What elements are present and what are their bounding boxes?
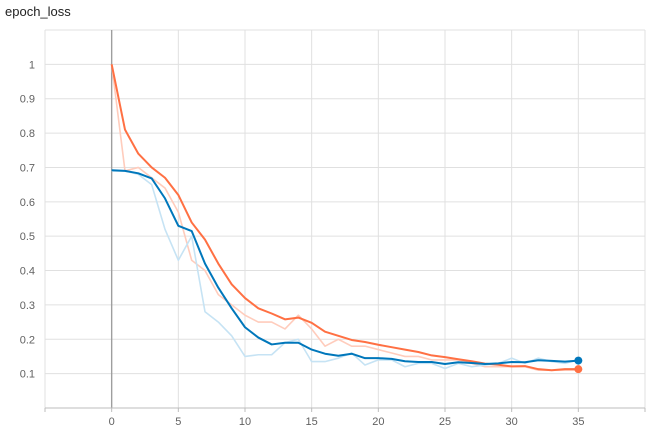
- series-raw-line-0: [110, 64, 579, 371]
- chart-title: epoch_loss: [5, 4, 71, 19]
- x-tick-label: 35: [572, 416, 584, 428]
- x-tick-label: 10: [239, 416, 251, 428]
- series: [110, 64, 583, 374]
- series-line-0: [110, 64, 579, 372]
- grid: [44, 29, 646, 408]
- x-tick-label: 20: [372, 416, 384, 428]
- series-end-point-0: [574, 365, 583, 374]
- y-tick-label: 0.7: [20, 162, 35, 174]
- y-tick-label: 0.9: [20, 94, 35, 106]
- y-tick-label: 0.5: [20, 231, 35, 243]
- x-tick-label: 30: [506, 416, 518, 428]
- y-tick-label: 0.3: [20, 300, 35, 312]
- x-tick-label: 25: [439, 416, 451, 428]
- y-tick-label: 0.1: [20, 369, 35, 381]
- x-tick-label: 15: [306, 416, 318, 428]
- y-tick-label: 1: [29, 59, 35, 71]
- x-tick-label: 0: [109, 416, 115, 428]
- tick-labels: 0 5 10 15 20 25 30 35 0.1 0.2 0.3 0.4 0.5 0.6 0.7 0.8 0.…: [20, 59, 585, 428]
- y-tick-label: 0.4: [20, 266, 35, 278]
- series-end-point-1: [574, 356, 583, 365]
- y-tick-label: 0.2: [20, 334, 35, 346]
- axes: [44, 30, 646, 412]
- series-line-1: [111, 169, 579, 366]
- y-tick-label: 0.8: [20, 128, 35, 140]
- y-tick-label: 0.6: [20, 197, 35, 209]
- x-tick-label: 5: [175, 416, 181, 428]
